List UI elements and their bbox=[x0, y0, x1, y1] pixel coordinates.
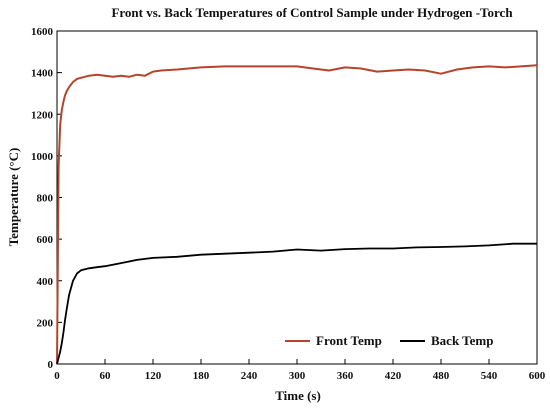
y-tick-label: 200 bbox=[37, 317, 54, 329]
y-tick-label: 1600 bbox=[31, 26, 54, 38]
series-line-back-temp bbox=[56, 242, 537, 365]
y-tick-label: 800 bbox=[37, 193, 54, 205]
x-tick-label: 480 bbox=[433, 370, 450, 382]
legend: Front Temp Back Temp bbox=[285, 333, 494, 348]
legend-label-front-temp: Front Temp bbox=[316, 333, 382, 348]
series-line-front-temp bbox=[56, 64, 538, 365]
axis-ticks: 0 200 400 600 800 1000 1200 1400 1600 0 60 120 180 24… bbox=[31, 26, 546, 382]
x-tick-label: 420 bbox=[385, 370, 402, 382]
series-layer bbox=[56, 64, 538, 365]
x-axis-label: Time (s) bbox=[275, 388, 321, 403]
legend-label-back-temp: Back Temp bbox=[431, 333, 494, 348]
x-tick-label: 360 bbox=[337, 370, 354, 382]
x-tick-label: 300 bbox=[289, 370, 306, 382]
y-tick-label: 400 bbox=[37, 276, 54, 288]
x-tick-label: 120 bbox=[145, 370, 162, 382]
y-tick-label: 1000 bbox=[31, 151, 54, 163]
y-tick-label: 600 bbox=[37, 234, 54, 246]
plot-area-frame bbox=[56, 30, 538, 365]
chart-title: Front vs. Back Temperatures of Control S… bbox=[111, 5, 513, 20]
y-tick-label: 1200 bbox=[31, 109, 54, 121]
x-tick-label: 180 bbox=[193, 370, 210, 382]
x-tick-label: 0 bbox=[54, 370, 60, 382]
x-tick-label: 540 bbox=[481, 370, 498, 382]
y-axis-label: Temperature (°C) bbox=[6, 148, 21, 247]
x-tick-label: 60 bbox=[100, 370, 112, 382]
y-tick-label: 0 bbox=[48, 359, 54, 371]
x-tick-label: 240 bbox=[241, 370, 258, 382]
y-tick-label: 1400 bbox=[31, 68, 54, 80]
x-tick-label: 600 bbox=[529, 370, 546, 382]
